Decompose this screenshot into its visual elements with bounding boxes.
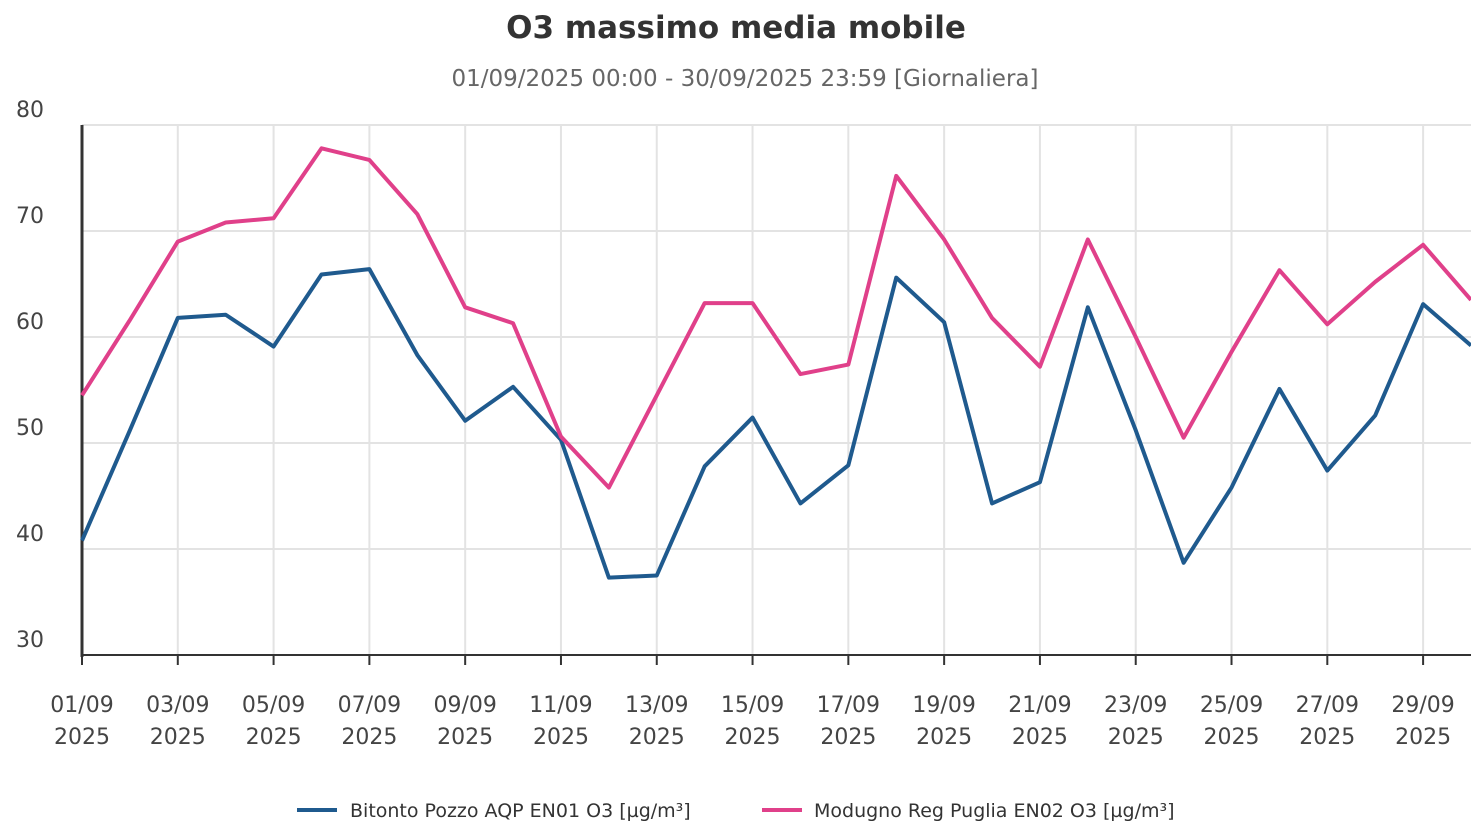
x-tick-label: 01/09 2025 bbox=[50, 693, 113, 750]
x-tick-label-line: 15/09 bbox=[721, 693, 784, 718]
x-tick-label: 11/09 2025 bbox=[529, 693, 592, 750]
legend-label: Modugno Reg Puglia EN02 O3 [µg/m³] bbox=[814, 800, 1175, 822]
x-tick-label-line: 11/09 bbox=[529, 693, 592, 718]
x-tick-label-line: 2025 bbox=[533, 725, 589, 750]
y-tick-label: 70 bbox=[16, 204, 44, 229]
x-tick-label-line: 2025 bbox=[820, 725, 876, 750]
chart-subtitle: 01/09/2025 00:00 - 30/09/2025 23:59 [Gio… bbox=[452, 66, 1039, 92]
x-tick-label: 25/09 2025 bbox=[1200, 693, 1263, 750]
series-line bbox=[80, 267, 1471, 580]
x-tick-label-line: 2025 bbox=[1204, 725, 1260, 750]
x-tick-label-line: 2025 bbox=[1108, 725, 1164, 750]
y-tick-label: 60 bbox=[16, 310, 44, 335]
x-tick-label-line: 2025 bbox=[916, 725, 972, 750]
y-tick-label: 80 bbox=[16, 98, 44, 123]
x-tick-label-line: 2025 bbox=[341, 725, 397, 750]
x-tick-label-line: 29/09 bbox=[1391, 693, 1454, 718]
x-tick-label-line: 27/09 bbox=[1296, 693, 1359, 718]
x-tick-label: 07/09 2025 bbox=[338, 693, 401, 750]
x-tick-label-line: 07/09 bbox=[338, 693, 401, 718]
x-tick-label-line: 13/09 bbox=[625, 693, 688, 718]
x-tick-label-line: 2025 bbox=[54, 725, 110, 750]
x-tick-label: 19/09 2025 bbox=[912, 693, 975, 750]
x-tick-label-line: 03/09 bbox=[146, 693, 209, 718]
x-tick-label-line: 2025 bbox=[150, 725, 206, 750]
x-tick-label: 09/09 2025 bbox=[433, 693, 496, 750]
x-tick-label-line: 21/09 bbox=[1008, 693, 1071, 718]
legend-label: Bitonto Pozzo AQP EN01 O3 [µg/m³] bbox=[350, 800, 691, 822]
x-tick-label: 17/09 2025 bbox=[817, 693, 880, 750]
x-tick-label-line: 2025 bbox=[437, 725, 493, 750]
x-tick-label-line: 2025 bbox=[1299, 725, 1355, 750]
x-tick-label-line: 05/09 bbox=[242, 693, 305, 718]
x-tick-label: 03/09 2025 bbox=[146, 693, 209, 750]
x-tick-label-line: 2025 bbox=[629, 725, 685, 750]
x-tick-label: 05/09 2025 bbox=[242, 693, 305, 750]
y-tick-label: 50 bbox=[16, 416, 44, 441]
x-tick-label-line: 25/09 bbox=[1200, 693, 1263, 718]
x-tick-label-line: 23/09 bbox=[1104, 693, 1167, 718]
x-tick-label-line: 01/09 bbox=[50, 693, 113, 718]
y-tick-label: 40 bbox=[16, 522, 44, 547]
series-line bbox=[80, 146, 1471, 490]
x-tick-label: 29/09 2025 bbox=[1391, 693, 1454, 750]
x-tick-label-line: 17/09 bbox=[817, 693, 880, 718]
x-tick-label-line: 2025 bbox=[1012, 725, 1068, 750]
x-tick-label: 27/09 2025 bbox=[1296, 693, 1359, 750]
x-tick-label-line: 2025 bbox=[246, 725, 302, 750]
x-tick-label-line: 2025 bbox=[725, 725, 781, 750]
x-tick-label-line: 2025 bbox=[1395, 725, 1451, 750]
x-tick-label-line: 19/09 bbox=[912, 693, 975, 718]
x-tick-label: 13/09 2025 bbox=[625, 693, 688, 750]
x-tick-label: 15/09 2025 bbox=[721, 693, 784, 750]
x-tick-label-line: 09/09 bbox=[433, 693, 496, 718]
y-tick-label: 30 bbox=[16, 628, 44, 653]
x-tick-label: 23/09 2025 bbox=[1104, 693, 1167, 750]
chart-title: O3 massimo media mobile bbox=[506, 10, 966, 46]
x-tick-label: 21/09 2025 bbox=[1008, 693, 1071, 750]
